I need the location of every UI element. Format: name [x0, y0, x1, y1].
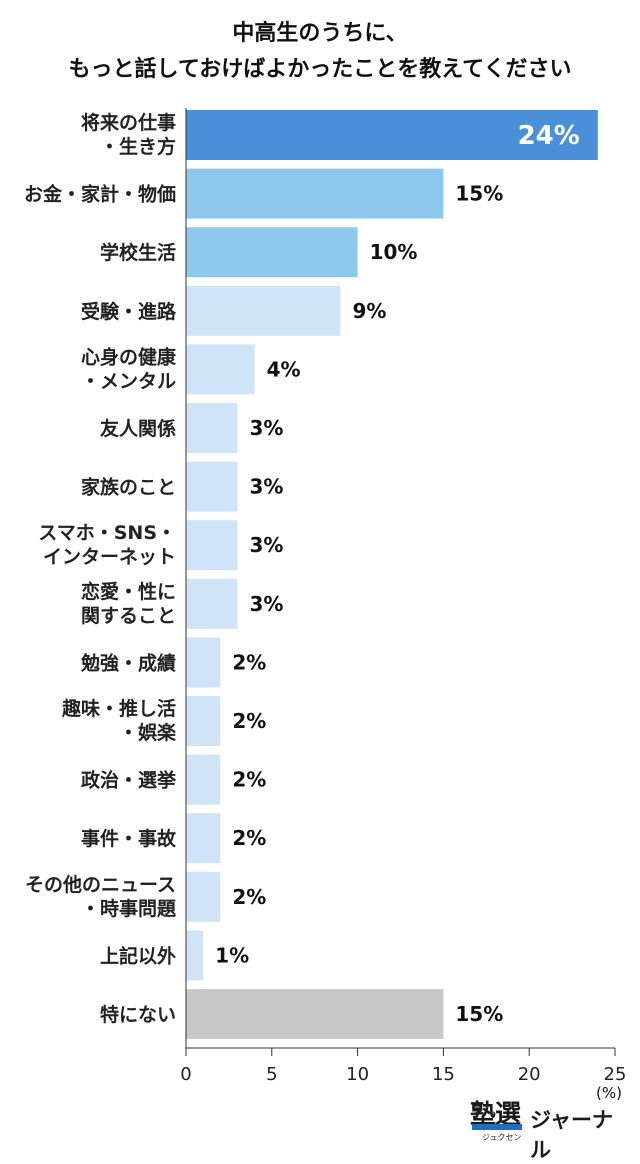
- bar: [186, 110, 598, 160]
- category-label: 将来の仕事: [81, 111, 176, 134]
- x-tick-label: 5: [266, 1064, 277, 1085]
- category-label: 恋愛・性に: [81, 580, 176, 603]
- chart-title: 中高生のうちに、 もっと話しておけばよかったことを教えてください: [0, 16, 640, 88]
- bar: [186, 989, 444, 1039]
- value-label: 2%: [232, 650, 266, 674]
- logo-suffix: ジャーナル: [530, 1108, 613, 1162]
- value-label: 9%: [352, 299, 386, 323]
- value-label: 3%: [249, 475, 283, 499]
- category-label: ・時事問題: [81, 897, 177, 920]
- value-label: 3%: [249, 533, 283, 557]
- bar: [186, 871, 221, 922]
- x-tick-label: 15: [432, 1064, 455, 1085]
- value-label: 3%: [249, 416, 283, 440]
- bar: [186, 227, 358, 278]
- x-tick-label: 10: [346, 1064, 369, 1085]
- value-label: 15%: [455, 1002, 503, 1026]
- category-label: ・メンタル: [81, 370, 176, 392]
- bar: [186, 930, 204, 981]
- category-label: ・娯楽: [119, 721, 177, 744]
- value-label: 2%: [232, 768, 266, 792]
- category-label: 事件・事故: [81, 827, 177, 850]
- category-label: 特にない: [100, 1004, 176, 1026]
- bar: [186, 696, 221, 746]
- category-label: 上記以外: [100, 944, 176, 967]
- axis-unit-label: (%): [596, 1084, 622, 1102]
- value-label: 24%: [518, 121, 580, 151]
- value-label: 1%: [215, 943, 249, 967]
- category-label: 受験・進路: [81, 300, 177, 323]
- category-label: 心身の健康: [81, 345, 177, 368]
- x-tick-label: 25: [604, 1064, 627, 1085]
- bar: [186, 168, 444, 219]
- category-label: 政治・選挙: [81, 769, 177, 792]
- value-label: 2%: [232, 709, 266, 733]
- bar: [186, 637, 221, 688]
- category-label: 家族のこと: [81, 476, 176, 499]
- bar: [186, 754, 221, 805]
- bar: [186, 461, 238, 512]
- chart-title-line-1: 中高生のうちに、: [232, 21, 408, 46]
- value-label: 15%: [455, 182, 503, 206]
- category-label: ・生き方: [100, 135, 176, 158]
- x-tick-label: 20: [518, 1064, 541, 1085]
- category-label: 学校生活: [100, 241, 176, 264]
- category-label: その他のニュース: [25, 873, 176, 896]
- category-label: 趣味・推し活: [61, 697, 176, 720]
- value-label: 3%: [249, 592, 283, 616]
- value-label: 10%: [370, 240, 418, 264]
- x-tick-label: 0: [180, 1064, 191, 1085]
- logo-accent-bar: [472, 1124, 522, 1130]
- bar: [186, 403, 238, 453]
- chart-title-line-2: もっと話しておけばよかったことを教えてください: [68, 57, 572, 82]
- bar: [186, 344, 255, 395]
- value-label: 2%: [232, 826, 266, 850]
- brand-logo: 塾選 ジュクセン ジャーナル: [470, 1094, 630, 1162]
- value-label: 2%: [232, 885, 266, 909]
- bar: [186, 578, 238, 629]
- category-label: 関すること: [81, 605, 176, 627]
- bar: [186, 520, 238, 571]
- bar: [186, 285, 341, 336]
- category-label: インターネット: [43, 546, 176, 568]
- bar: [186, 813, 221, 864]
- category-label: お金・家計・物価: [24, 183, 176, 206]
- logo-reading: ジュクセン: [482, 1133, 522, 1142]
- category-label: 勉強・成績: [80, 651, 176, 674]
- category-label: 友人関係: [100, 417, 176, 440]
- category-label: スマホ・SNS・: [38, 522, 176, 544]
- value-label: 4%: [267, 357, 301, 381]
